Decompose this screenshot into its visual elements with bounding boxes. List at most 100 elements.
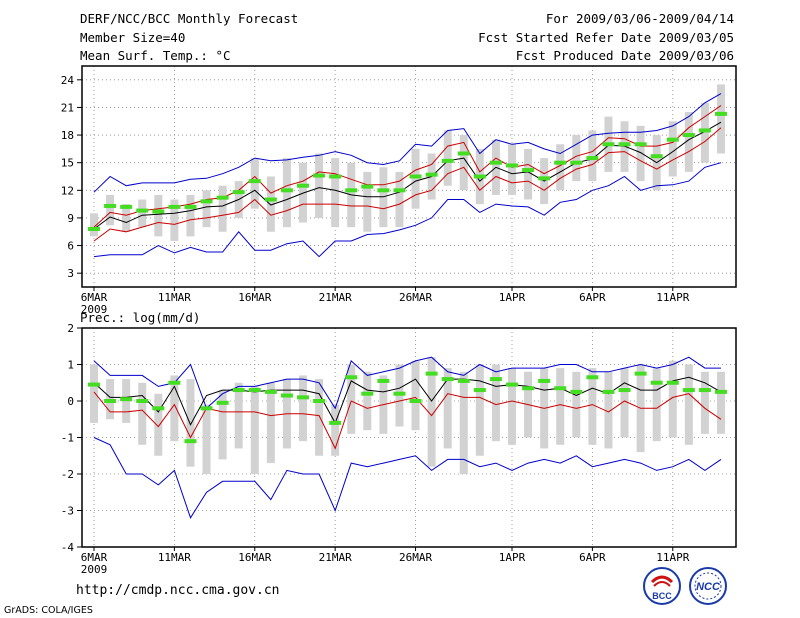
marker-dash (104, 399, 117, 403)
spread-box (427, 357, 436, 467)
spread-box (524, 148, 533, 200)
series-line-lower (93, 391, 722, 450)
website-url[interactable]: http://cmdp.ncc.cma.gov.cn (76, 583, 280, 598)
marker-dash (120, 204, 133, 209)
marker-dash (489, 377, 502, 382)
marker-dash (650, 380, 663, 385)
marker-dash (120, 397, 133, 402)
temperature-panel: 3 6 9 12 15 18 21 24 6MAR 11MAR 16MAR 21MAR 26MAR 1AP… (61, 65, 737, 316)
spread-box (170, 375, 179, 442)
marker-dash (248, 179, 261, 184)
spread-box (250, 158, 259, 209)
marker-dash (586, 156, 599, 161)
marker-dash (586, 375, 599, 380)
ncc-logo: NCC (689, 567, 727, 605)
marker-dash (361, 391, 374, 396)
marker-dash (377, 188, 390, 193)
spread-box (652, 368, 661, 442)
spread-box (154, 393, 163, 456)
x-tick-label: 6APR (579, 551, 606, 564)
marker-dash (232, 190, 245, 195)
plot-frame (81, 327, 737, 548)
marker-dash (409, 174, 422, 179)
variable-label: Mean Surf. Temp.: °C (80, 48, 231, 63)
spread-box (138, 382, 147, 445)
x-tick-label: 6APR (579, 291, 606, 304)
marker-dash (200, 406, 213, 411)
marker-dash (168, 380, 181, 385)
spread-box (90, 364, 98, 423)
spread-box (717, 84, 725, 154)
marker-dash (506, 163, 518, 168)
spread-box (684, 364, 693, 445)
marker-dash (136, 399, 149, 403)
spread-box (556, 144, 565, 191)
marker-dash (441, 158, 454, 163)
marker-dash (666, 137, 679, 142)
spread-box (395, 171, 404, 228)
marker-dash (538, 378, 551, 383)
spread-box (636, 125, 645, 182)
spread-box (668, 121, 677, 177)
marker-dash (473, 388, 486, 393)
marker-dash (538, 176, 551, 181)
spread-box (315, 379, 324, 456)
spread-box (202, 404, 211, 474)
series-line-min (93, 437, 722, 519)
marker-dash (136, 208, 149, 213)
fcst-started-date: Fcst Started Refer Date 2009/03/05 (478, 30, 734, 45)
marker-dash (88, 382, 100, 387)
spread-box (556, 368, 565, 445)
x-tick-label: 16MAR (238, 291, 271, 304)
marker-dash (345, 375, 358, 380)
marker-dash (409, 399, 422, 403)
marker-dash (682, 133, 695, 138)
series-line-lower (93, 127, 722, 242)
fcst-produced-date: Fcst Produced Date 2009/03/06 (515, 48, 734, 63)
x-tick-label: 21MAR (319, 291, 352, 304)
marker-dash (715, 389, 727, 394)
marker-dash (554, 386, 567, 391)
spread-box (475, 364, 484, 456)
spread-box (491, 364, 500, 442)
spread-box (572, 135, 581, 182)
y-tick-label: 1 (67, 359, 74, 372)
marker-dash (232, 388, 245, 393)
bcc-logo: BCC (643, 567, 681, 605)
marker-dash (522, 168, 535, 173)
spread-box (443, 130, 452, 186)
y-tick-label: 0 (67, 395, 74, 408)
marker-dash (489, 160, 502, 165)
spread-box (331, 404, 340, 456)
y-tick-label: -1 (61, 432, 74, 445)
spread-box (411, 148, 420, 209)
marker-dash (650, 154, 663, 159)
spread-box (266, 176, 275, 232)
marker-dash (393, 188, 406, 193)
marker-dash (297, 183, 309, 188)
marker-dash (297, 395, 309, 400)
spread-box (250, 386, 259, 474)
spread-box (234, 382, 243, 449)
spread-box (588, 368, 597, 445)
marker-dash (104, 203, 117, 208)
marker-dash (377, 378, 390, 383)
marker-dash (618, 388, 631, 393)
marker-dash (152, 209, 165, 214)
x-year-label: 2009 (81, 563, 108, 576)
marker-dash (473, 174, 486, 179)
marker-dash (441, 377, 454, 382)
spread-box (170, 199, 179, 241)
marker-dash (425, 172, 438, 177)
x-tick-label: 11APR (656, 551, 689, 564)
svg-text:NCC: NCC (696, 581, 721, 593)
spread-box (299, 375, 307, 442)
spread-box (331, 158, 340, 228)
marker-dash (554, 160, 567, 165)
spread-box (508, 368, 516, 445)
forecast-period: For 2009/03/06-2009/04/14 (545, 11, 734, 26)
marker-dash (361, 184, 374, 189)
marker-dash (602, 142, 615, 147)
spread-box (363, 371, 372, 431)
spread-box (700, 371, 709, 434)
